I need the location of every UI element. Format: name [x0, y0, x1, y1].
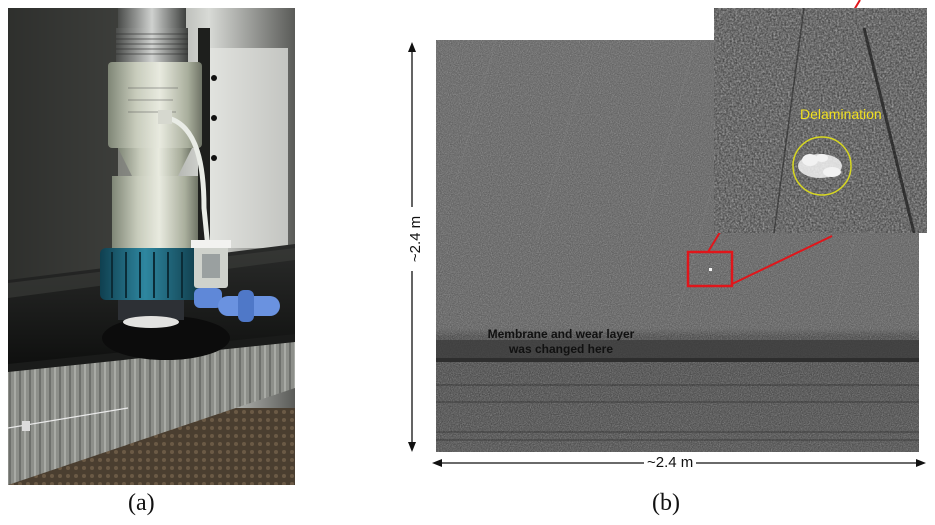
caption-a: (a): [128, 490, 155, 516]
width-dimension-label: ~2.4 m: [644, 452, 697, 474]
height-dimension-label: ~2.4 m: [405, 207, 427, 271]
caption-b: (b): [652, 490, 680, 516]
delamination-circle: [792, 136, 852, 196]
delamination-label: Delamination: [800, 106, 882, 122]
membrane-change-label: Membrane and wear layer was changed here: [487, 327, 635, 356]
delamination-zoom-inset: [714, 8, 927, 233]
callout-line-lower: [731, 235, 833, 285]
transducer-photo: [8, 8, 295, 485]
delamination-box: [686, 250, 734, 288]
